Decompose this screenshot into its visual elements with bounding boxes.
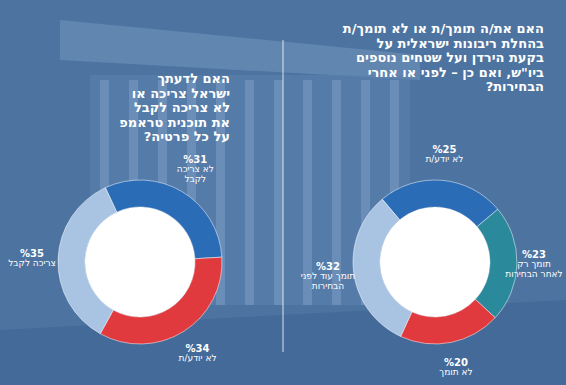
category-label: צריכה לקבל: [3, 259, 61, 269]
divider: [283, 40, 284, 352]
donut-hole: [380, 207, 490, 317]
value-label: %20: [427, 357, 485, 368]
category-label: תומך רק לאחר הבחירות: [505, 260, 563, 280]
chart-title: האם לדעתך ישראל צריכה או לא צריכה לקבל א…: [118, 72, 230, 145]
category-label: לא תומך: [427, 368, 485, 378]
category-label: לא צריכה לקבל: [166, 165, 224, 185]
value-label: %35: [3, 248, 61, 259]
stage: האם לדעתך ישראל צריכה או לא צריכה לקבל א…: [0, 0, 566, 385]
chart-title: האם את/ה תומך/ת או לא תומך/ת בהחלת ריבונ…: [339, 22, 544, 95]
category-label: לא יודע/ת: [415, 155, 473, 165]
data-label: %25לא יודע/ת: [415, 144, 473, 165]
slice: [475, 209, 517, 317]
data-label: %32תומך עוד לפני הבחירות: [299, 261, 357, 292]
value-label: %32: [299, 261, 357, 272]
value-label: %23: [505, 249, 563, 260]
donut: [58, 180, 222, 344]
slice: [401, 299, 496, 344]
data-label: %23תומך רק לאחר הבחירות: [505, 249, 563, 280]
donut-hole: [85, 207, 195, 317]
slice: [58, 188, 117, 334]
donut: [353, 180, 517, 344]
slice: [100, 257, 222, 344]
slice: [105, 180, 222, 259]
value-label: %31: [166, 154, 224, 165]
column: [245, 80, 254, 305]
category-label: תומך עוד לפני הבחירות: [299, 272, 357, 292]
data-label: %35צריכה לקבל: [3, 248, 61, 269]
data-label: %20לא תומך: [427, 357, 485, 378]
value-label: %25: [415, 144, 473, 155]
slice: [353, 199, 412, 336]
data-label: %31לא צריכה לקבל: [166, 154, 224, 185]
data-label: %34לא יודע/ת: [169, 343, 227, 364]
column: [274, 80, 283, 305]
sky: [0, 0, 566, 385]
value-label: %34: [169, 343, 227, 354]
background: [0, 0, 566, 385]
category-label: לא יודע/ת: [169, 354, 227, 364]
